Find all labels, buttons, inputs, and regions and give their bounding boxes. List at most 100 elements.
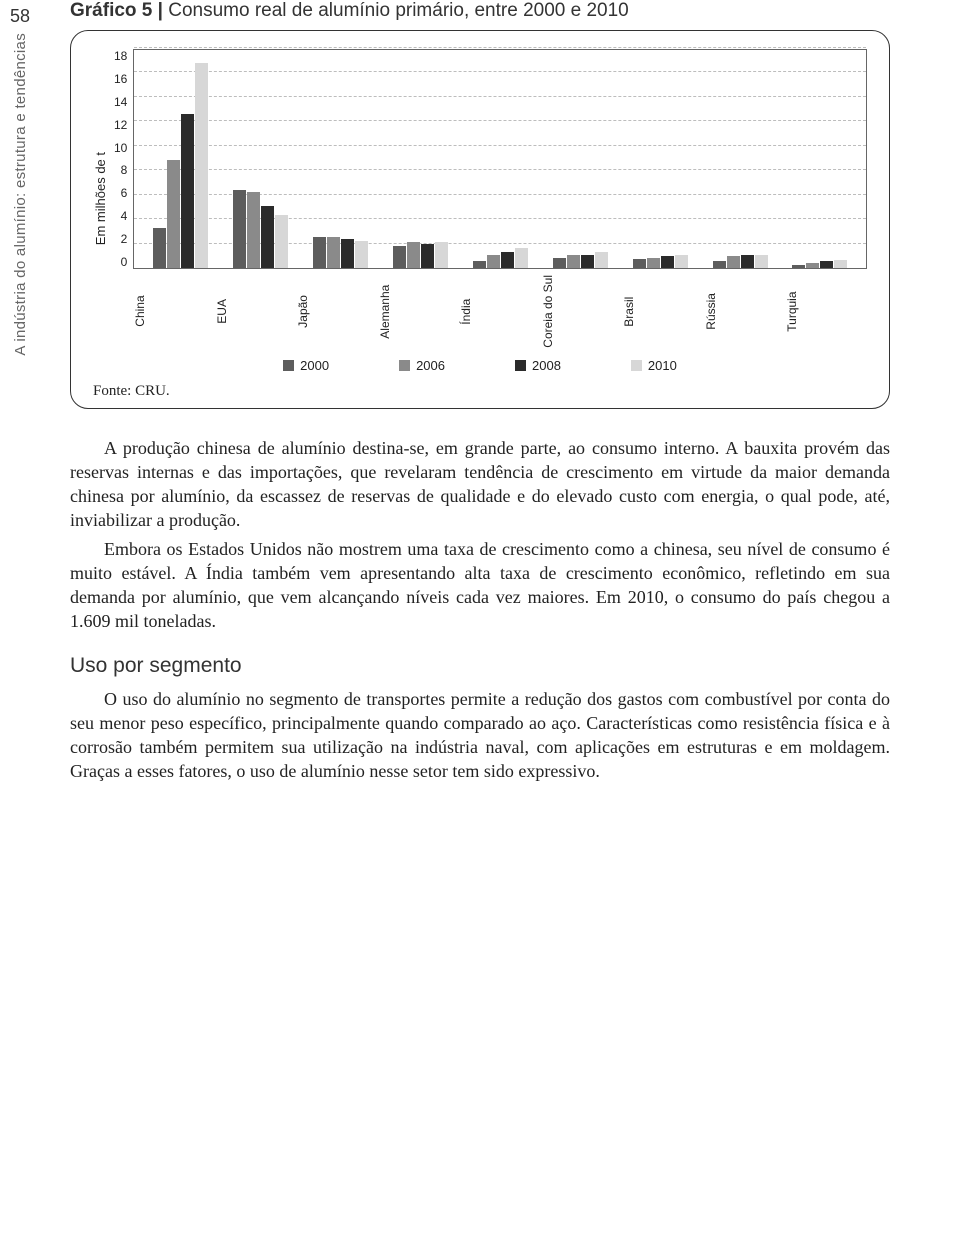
- chart-source: Fonte: CRU.: [93, 383, 867, 400]
- chart-xtick: Alemanha: [378, 275, 460, 348]
- chart-legend-swatch: [515, 360, 526, 371]
- chart-bar: [233, 190, 246, 268]
- chart-bar-group: [460, 248, 540, 268]
- chart-legend-item: 2000: [283, 358, 329, 373]
- chart-bar: [421, 244, 434, 268]
- chart-legend-item: 2008: [515, 358, 561, 373]
- chart-ytick: 8: [121, 163, 128, 177]
- chart-gridline: [134, 96, 866, 97]
- chart-bar: [633, 259, 646, 268]
- chart-gridline: [134, 145, 866, 146]
- chart-bar: [261, 206, 274, 268]
- chart-bar: [327, 237, 340, 268]
- chart-ytick: 6: [121, 186, 128, 200]
- chart-xaxis: ChinaEUAJapãoAlemanhaÍndiaCoreia do SulB…: [133, 269, 867, 348]
- chart-bar: [181, 114, 194, 268]
- chart-bar: [595, 252, 608, 268]
- chart-yaxis: 18 16 14 12 10 8 6 4 2 0: [114, 49, 133, 269]
- chart-bar: [247, 192, 260, 268]
- chart-frame: Em milhões de t 18 16 14 12 10 8 6 4 2 0 ChinaEUA…: [70, 30, 890, 409]
- chart-bar: [153, 228, 166, 268]
- chart-xtick: Índia: [459, 275, 541, 348]
- body-paragraph: A produção chinesa de alumínio destina-s…: [70, 437, 890, 533]
- chart-bar: [355, 241, 368, 268]
- page-side-label: 58 A indústria do alumínio: estrutura e …: [10, 6, 30, 356]
- chart-ytick: 18: [114, 49, 127, 63]
- body-paragraph: O uso do alumínio no segmento de transpo…: [70, 688, 890, 784]
- chart-bar: [675, 255, 688, 268]
- chart-bar: [727, 256, 740, 268]
- chart-bar-group: [300, 237, 380, 268]
- chart-xtick: China: [133, 275, 215, 348]
- chart-bar: [393, 246, 406, 268]
- chart-bar: [553, 258, 566, 268]
- chart-bar: [407, 242, 420, 268]
- chart-bar-group: [140, 63, 220, 268]
- chart-plot: [133, 49, 867, 269]
- chart-bar: [515, 248, 528, 268]
- chart-legend-swatch: [283, 360, 294, 371]
- chart-bar: [313, 237, 326, 268]
- chart-bar: [167, 160, 180, 268]
- chart-legend: 2000 2006 2008 2010: [93, 358, 867, 373]
- page-number: 58: [10, 6, 30, 27]
- chart-bar-group: [380, 242, 460, 268]
- chart-gridline: [134, 169, 866, 170]
- chart-ytick: 12: [114, 118, 127, 132]
- chart-area: Em milhões de t 18 16 14 12 10 8 6 4 2 0 ChinaEUA…: [93, 49, 867, 348]
- chart-title-text: Consumo real de alumínio primário, entre…: [168, 0, 629, 21]
- chart-xtick: Brasil: [622, 275, 704, 348]
- chart-bar: [741, 255, 754, 268]
- chart-xtick: Turquia: [785, 275, 867, 348]
- chart-gridline: [134, 120, 866, 121]
- chart-ytick: 14: [114, 95, 127, 109]
- chart-gridline: [134, 47, 866, 48]
- chart-bar: [647, 258, 660, 268]
- chart-bar-group: [540, 252, 620, 268]
- chart-xtick: EUA: [215, 275, 297, 348]
- chart-title-prefix: Gráfico 5 |: [70, 0, 168, 21]
- chart-legend-swatch: [631, 360, 642, 371]
- chart-bar: [567, 255, 580, 268]
- chart-bar: [581, 255, 594, 268]
- body-paragraph: Embora os Estados Unidos não mostrem uma…: [70, 538, 890, 634]
- chart-bar: [792, 265, 805, 268]
- chart-bar: [806, 263, 819, 269]
- chart-bar: [275, 215, 288, 268]
- chart-title: Gráfico 5 | Consumo real de alumínio pri…: [70, 0, 890, 22]
- chart-ytick: 16: [114, 72, 127, 86]
- chart-bar: [820, 261, 833, 268]
- chart-bar: [713, 261, 726, 268]
- chart-legend-item: 2010: [631, 358, 677, 373]
- chart-bar: [435, 242, 448, 268]
- chart-plot-wrap: ChinaEUAJapãoAlemanhaÍndiaCoreia do SulB…: [133, 49, 867, 348]
- chart-bar: [341, 239, 354, 268]
- chart-xtick: Rússia: [704, 275, 786, 348]
- chart-bar: [195, 63, 208, 268]
- chart-bar-group: [220, 190, 300, 268]
- chart-legend-swatch: [399, 360, 410, 371]
- side-title: A indústria do alumínio: estrutura e ten…: [12, 33, 29, 356]
- chart-legend-label: 2006: [416, 358, 445, 373]
- section-heading: Uso por segmento: [70, 654, 890, 678]
- chart-bar: [755, 255, 768, 268]
- chart-bar: [487, 255, 500, 268]
- chart-xtick: Japão: [296, 275, 378, 348]
- chart-bar: [501, 252, 514, 268]
- chart-bar: [473, 261, 486, 268]
- chart-bar-group: [620, 255, 700, 268]
- chart-gridline: [134, 71, 866, 72]
- chart-bar-group: [700, 255, 780, 268]
- chart-bar: [834, 260, 847, 268]
- chart-ytick: 0: [121, 255, 128, 269]
- chart-legend-label: 2010: [648, 358, 677, 373]
- chart-ytick: 2: [121, 232, 128, 246]
- chart-legend-label: 2008: [532, 358, 561, 373]
- chart-ytick: 10: [114, 141, 127, 155]
- chart-ylabel: Em milhões de t: [93, 152, 108, 245]
- chart-bar-group: [780, 260, 860, 268]
- chart-xtick: Coreia do Sul: [541, 275, 623, 348]
- chart-legend-item: 2006: [399, 358, 445, 373]
- chart-legend-label: 2000: [300, 358, 329, 373]
- chart-ytick: 4: [121, 209, 128, 223]
